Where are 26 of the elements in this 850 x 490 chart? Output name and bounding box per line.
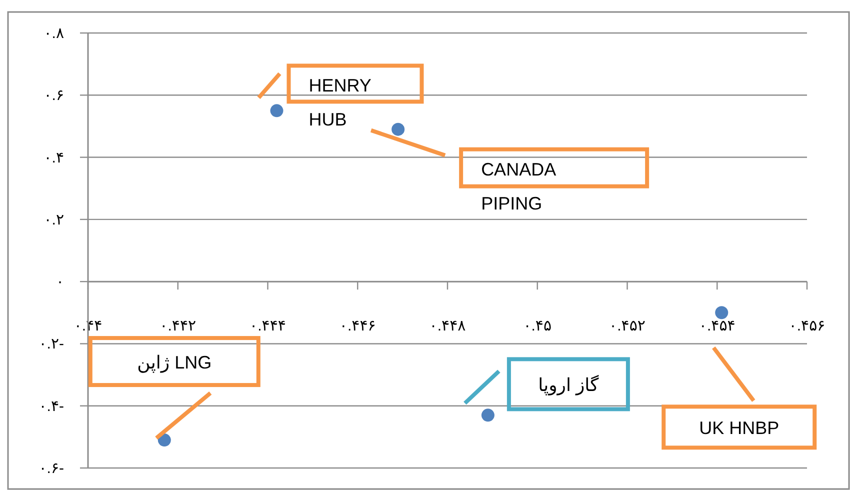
y-tick-label: ۰ — [56, 274, 64, 291]
point — [715, 306, 728, 320]
point — [158, 434, 171, 447]
x-tick-label: ۰.۴۴۸ — [429, 318, 466, 335]
y-tick-label: ۰.۲ — [44, 211, 64, 228]
y-tick-label: ۰.۸ — [44, 25, 64, 42]
y-tick-label: ۰.۴ — [44, 149, 64, 166]
y-tick-label: ۰.۴- — [38, 398, 64, 415]
annotation: گاز اروپا — [538, 374, 600, 396]
point — [481, 408, 494, 422]
x-tick-label: ۰.۴۵۲ — [609, 318, 646, 335]
y-tick-label: ۰.۲- — [38, 336, 64, 353]
annotation: HENRY HUB — [308, 76, 372, 130]
x-tick-label: ۰.۴۴۲ — [160, 318, 196, 335]
y-tick-label: ۰.۶ — [44, 87, 64, 104]
annotation: UK HNBP — [699, 418, 780, 438]
point — [270, 104, 284, 118]
x-tick-label: ۰.۴۴۴ — [250, 318, 286, 335]
x-tick-label: ۰.۴۵۴ — [698, 318, 736, 335]
y-tick-label: ۰.۶- — [38, 460, 64, 477]
annotation: CANADA PIPING — [481, 159, 556, 214]
x-tick-label: ۰.۴۴۶ — [339, 318, 376, 335]
annotation: ژاپن LNG — [137, 352, 212, 374]
x-tick-label: ۰.۴۵ — [523, 318, 552, 335]
point — [392, 122, 405, 136]
x-tick-label: ۰.۴۵۶ — [788, 318, 826, 335]
